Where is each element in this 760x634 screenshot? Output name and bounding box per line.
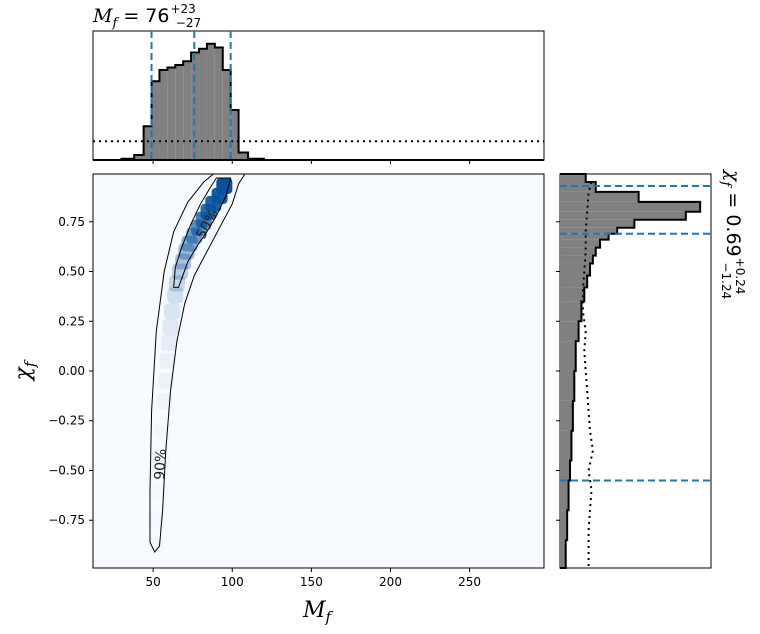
x-tick-label: 250 bbox=[458, 575, 481, 589]
x-axis-label: Mf bbox=[302, 598, 334, 626]
joint-posterior-panel: 50% 90% 50 100 150 200 250 0.750.500.250.00−… bbox=[48, 173, 545, 589]
density-background bbox=[93, 174, 544, 568]
density-cell bbox=[157, 372, 174, 389]
y-tick-label: −0.50 bbox=[48, 463, 85, 477]
y-axis-ticks: 0.75 0.50 0.25 0.00 −0.25 −0.50 −0.75 bbox=[48, 215, 93, 527]
y-tick-label: 0.50 bbox=[58, 265, 85, 279]
density-cell bbox=[159, 353, 176, 370]
x-tick-label: 50 bbox=[145, 575, 160, 589]
spin-hist-bar bbox=[560, 247, 596, 256]
mass-marginal-panel bbox=[92, 30, 545, 164]
spin-marginal-panel bbox=[556, 173, 712, 569]
mass-hist-bar bbox=[134, 155, 144, 160]
y-tick-label: −0.25 bbox=[48, 414, 85, 428]
x-tick-label: 150 bbox=[300, 575, 323, 589]
density-cell bbox=[148, 538, 164, 554]
spin-hist-bar bbox=[560, 540, 566, 568]
y-tick-label: 0.75 bbox=[58, 215, 85, 229]
density-cell bbox=[162, 319, 179, 336]
spin-hist-bar bbox=[560, 371, 575, 401]
density-cell bbox=[175, 253, 192, 270]
y-tick-label: 0.00 bbox=[58, 364, 85, 378]
mass-hist-bar bbox=[199, 48, 207, 160]
y-tick-label: −0.75 bbox=[48, 513, 85, 527]
spin-hist-bar bbox=[560, 430, 572, 461]
contour-label-90: 90% bbox=[152, 448, 170, 480]
spin-hist-bar bbox=[560, 239, 601, 248]
mass-hist-bar bbox=[143, 126, 152, 160]
mass-hist-bar bbox=[151, 81, 160, 160]
spin-hist-bar bbox=[560, 174, 586, 182]
spin-hist-bar bbox=[560, 275, 588, 288]
x-axis-ticks: 50 100 150 200 250 bbox=[145, 568, 481, 589]
y-tick-label: 0.25 bbox=[58, 314, 85, 328]
spin-prior-line bbox=[581, 181, 594, 568]
density-cell bbox=[186, 227, 203, 244]
density-cell bbox=[160, 335, 177, 352]
spin-hist-bar bbox=[560, 287, 585, 302]
spin-hist-bar bbox=[560, 321, 579, 342]
spin-hist-bar bbox=[560, 211, 686, 220]
spin-hist-bar bbox=[560, 191, 639, 202]
mass-hist-bar bbox=[159, 70, 168, 160]
density-cell bbox=[181, 235, 198, 252]
contour-50 bbox=[173, 177, 232, 288]
mass-marginal-ticks bbox=[152, 160, 471, 164]
mass-hist-bar bbox=[167, 67, 176, 160]
spin-hist-bar bbox=[560, 255, 593, 264]
spin-quantile-lines bbox=[560, 184, 711, 482]
mass-posterior-histogram bbox=[93, 42, 544, 161]
spin-title: χf = 0.69+0.24−1.24 bbox=[718, 168, 747, 299]
x-tick-label: 100 bbox=[221, 575, 244, 589]
mass-hist-bar bbox=[214, 47, 223, 160]
spin-hist-bar bbox=[560, 341, 576, 371]
mass-hist-bar bbox=[175, 65, 184, 160]
mass-hist-bar bbox=[191, 52, 200, 160]
density-cell bbox=[151, 482, 167, 498]
mass-hist-bar bbox=[222, 70, 231, 160]
spin-posterior-histogram bbox=[560, 173, 702, 569]
credible-contours bbox=[149, 173, 246, 554]
y-axis-label: χf bbox=[11, 359, 39, 382]
spin-hist-bar bbox=[560, 301, 582, 322]
spin-marginal-ticks bbox=[556, 221, 560, 521]
mass-hist-bar bbox=[183, 61, 192, 160]
spin-hist-bar bbox=[560, 219, 635, 228]
density-cell bbox=[156, 392, 173, 409]
contour-90 bbox=[149, 173, 246, 554]
density-cell bbox=[150, 512, 166, 528]
x-tick-label: 200 bbox=[379, 575, 402, 589]
spin-hist-outline bbox=[560, 173, 702, 569]
spin-hist-bar bbox=[560, 233, 609, 240]
density-cell bbox=[164, 303, 181, 320]
spin-hist-bar bbox=[560, 400, 573, 431]
mass-hist-bar bbox=[230, 110, 239, 160]
spin-hist-bar bbox=[560, 510, 568, 541]
mass-title: Mf = 76+23 −27 bbox=[92, 2, 201, 31]
density-cell bbox=[178, 243, 195, 260]
spin-hist-bar bbox=[560, 480, 569, 511]
mass-hist-outline bbox=[120, 42, 265, 160]
density-heatmap bbox=[148, 177, 233, 554]
spin-hist-bar bbox=[560, 201, 701, 212]
spin-hist-bar bbox=[560, 263, 591, 276]
density-cell bbox=[172, 263, 189, 280]
spin-hist-bar bbox=[560, 460, 571, 481]
mass-hist-bar bbox=[238, 152, 249, 160]
density-cell bbox=[167, 287, 184, 304]
spin-hist-bar bbox=[560, 227, 618, 234]
mass-hist-bar bbox=[206, 43, 215, 160]
